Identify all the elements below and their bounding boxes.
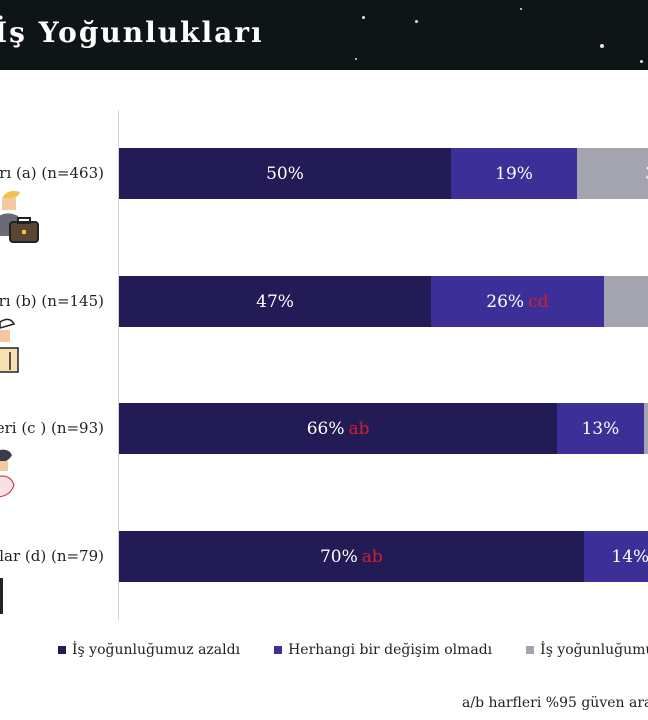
data-label: 47% <box>256 291 294 312</box>
data-label: 31% <box>645 164 648 184</box>
bar-segment: 66% ab <box>119 403 558 454</box>
category-label: nlar (d) (n=79) <box>0 547 104 565</box>
data-label: 50% <box>266 163 304 184</box>
data-label: 19% <box>495 163 533 184</box>
bar-row: 70% ab 14% <box>119 531 648 582</box>
star-decoration <box>362 16 365 19</box>
page-title: İş Yoğunlukları <box>0 16 264 49</box>
bar-segment: 13% <box>557 403 644 454</box>
legend-swatch <box>274 646 283 654</box>
bar-segment: 2 <box>603 276 648 327</box>
bar-segment <box>643 403 648 454</box>
woman-avatar-icon <box>0 449 15 498</box>
bar-segment: 14% <box>583 531 648 582</box>
data-label: 14% <box>611 546 648 567</box>
bar-row: 50% 19% 31% <box>119 148 648 199</box>
legend-label: İş yoğunluğumuz <box>540 642 648 658</box>
bar-segment: 26% cd <box>431 276 604 327</box>
chart-axis-line <box>118 110 119 620</box>
data-label: 26% <box>486 291 525 312</box>
star-decoration <box>520 8 522 10</box>
star-decoration <box>600 44 604 48</box>
data-label: 66% <box>306 418 345 439</box>
data-label: 13% <box>581 418 620 439</box>
legend-swatch <box>58 646 66 654</box>
data-label: 70% <box>319 546 358 567</box>
businessman-icon <box>0 190 39 243</box>
category-label: leri (c ) (n=93) <box>0 419 104 437</box>
significance-letters: ab <box>361 546 383 567</box>
legend-item: Herhangi bir değişim olmadı <box>274 642 492 658</box>
chart-legend: İş yoğunluğumuz azaldı Herhangi bir değiş… <box>58 640 648 660</box>
significance-letters: cd <box>528 291 549 312</box>
bar-segment: 70% ab <box>119 531 584 582</box>
legend-swatch <box>526 646 535 654</box>
legend-item: İş yoğunluğumuz azaldı <box>58 642 240 658</box>
significance-footnote: a/b harfleri %95 güven ara <box>462 695 648 711</box>
header-banner: İş Yoğunlukları <box>0 0 648 70</box>
legend-label: İş yoğunluğumuz azaldı <box>72 642 241 658</box>
bar-segment: 19% <box>451 148 578 199</box>
significance-letters: ab <box>348 418 370 439</box>
person-avatar-icon <box>0 578 3 614</box>
bar-segment: 31% <box>577 148 648 199</box>
legend-label: Herhangi bir değişim olmadı <box>288 642 493 658</box>
bar-segment: 50% <box>119 148 451 199</box>
bar-segment: 47% <box>119 276 432 327</box>
uniformed-worker-icon <box>0 318 19 373</box>
bar-row: 47%26%cd2 <box>119 276 648 327</box>
bar-row: 66% ab 13% <box>119 403 648 454</box>
star-decoration <box>640 60 643 63</box>
category-label: ları (b) (n=145) <box>0 292 104 310</box>
star-decoration <box>355 58 357 60</box>
legend-item: İş yoğunluğumuz <box>526 642 648 658</box>
category-label: ları (a) (n=463) <box>0 164 104 182</box>
star-decoration <box>415 20 418 23</box>
